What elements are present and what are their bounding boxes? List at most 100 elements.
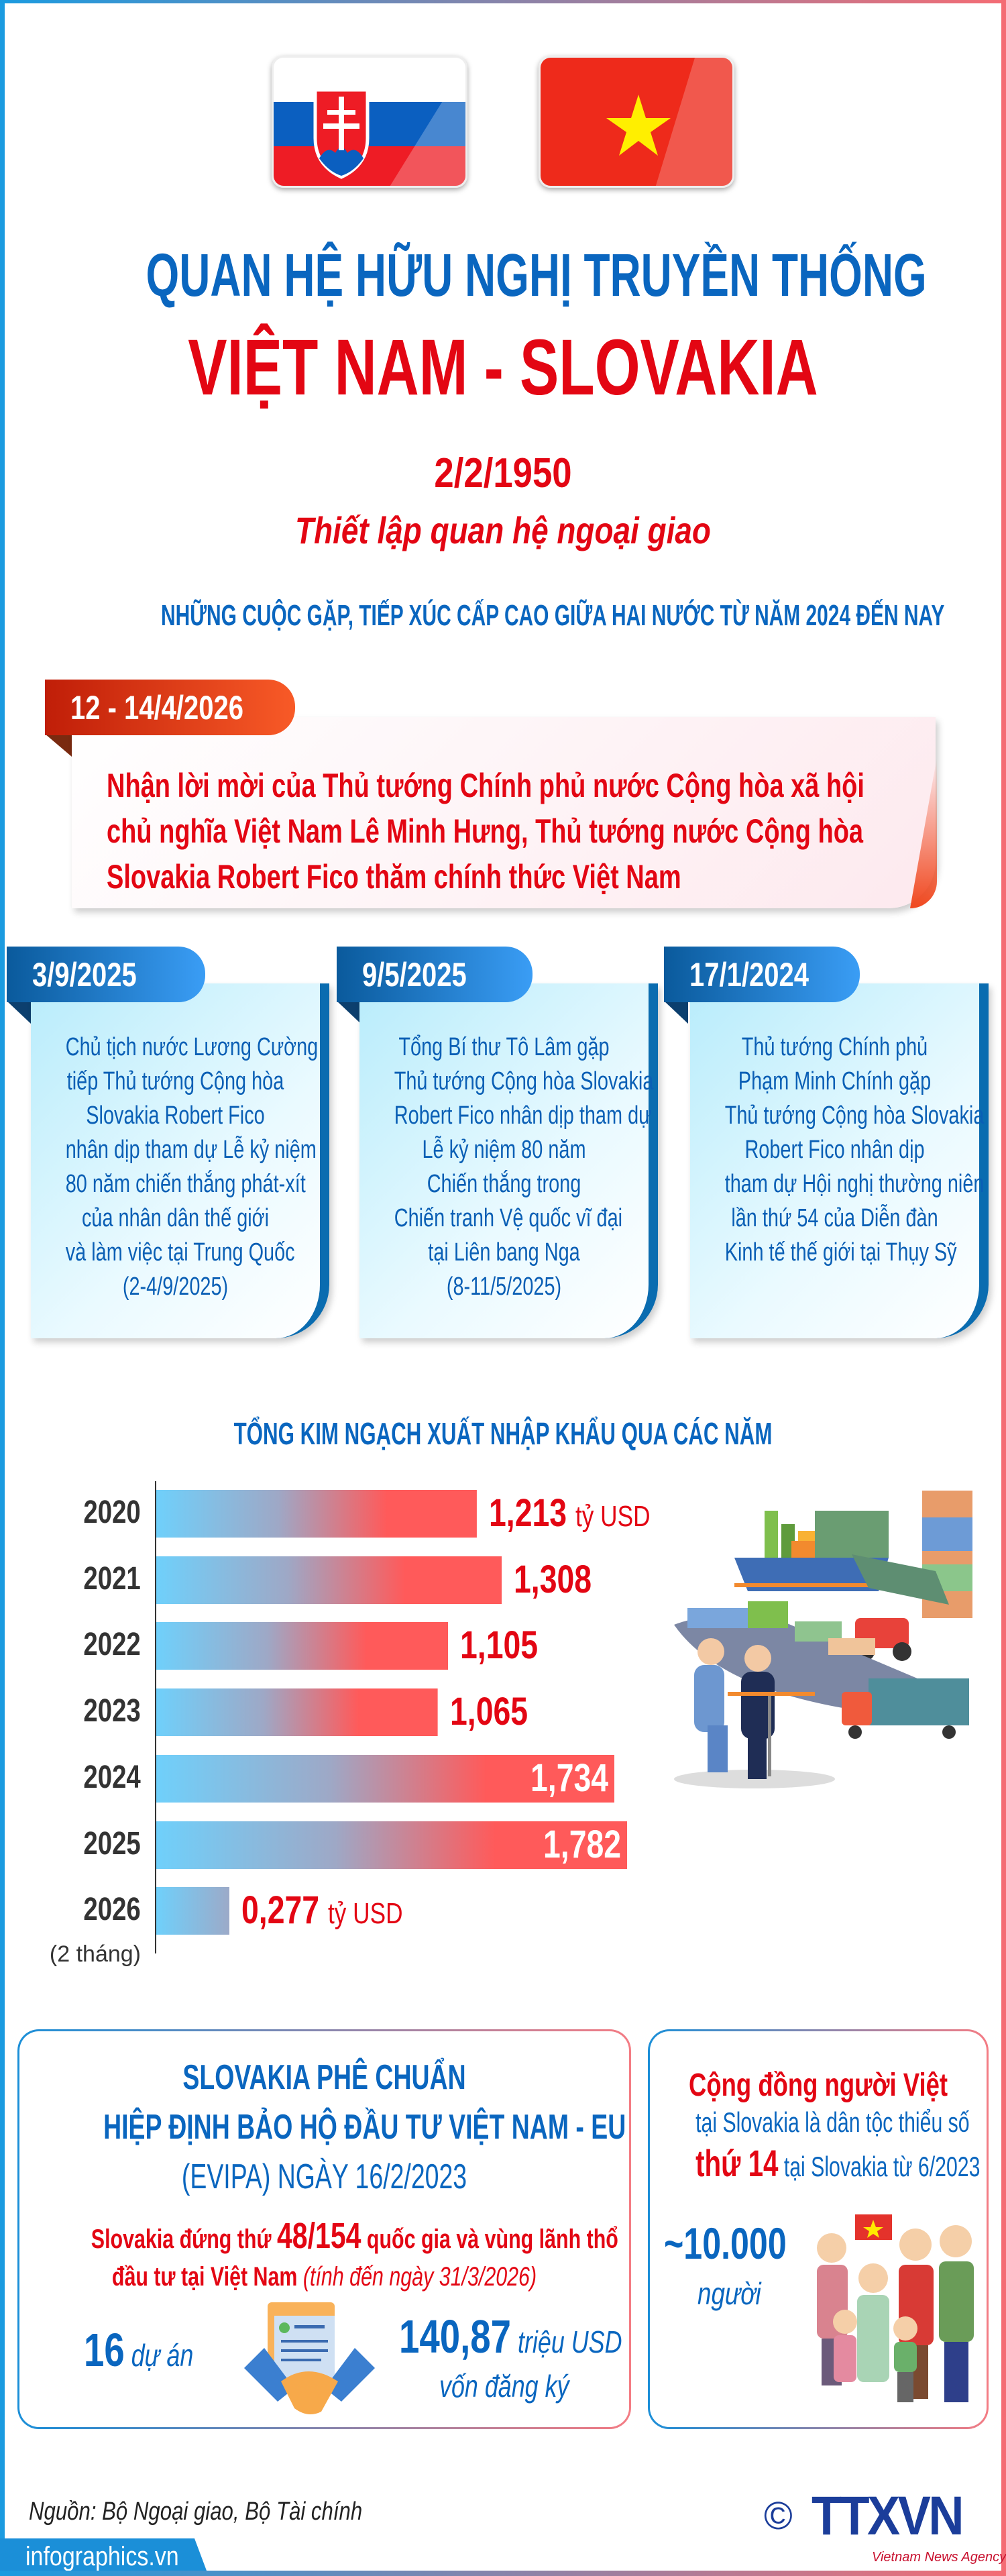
bar-2022 [156,1622,449,1670]
bar-2020 [156,1490,477,1538]
meeting-line: tiếp Thủ tướng Cộng hòa [66,1067,284,1095]
copyright-icon: © [764,2494,793,2538]
community-line3-rest: tại Slovakia từ 6/2023 [778,2151,981,2182]
bar-unit: tỷ USD [575,1500,651,1533]
establishment-caption: Thiết lập quan hệ ngoại giao [295,509,711,551]
bar-value-label: 1,105 [460,1622,538,1669]
meeting-text: Chủ tịch nước Lương Cường tiếp Thủ tướng … [65,1030,319,1304]
bar-2023 [156,1688,438,1737]
meeting-line: Tổng Bí thư Tô Lâm gặp [398,1033,610,1061]
meeting-date: 9/5/2025 [362,955,467,994]
capital-label: vốn đăng ký [439,2369,569,2404]
meeting-line: Chiến tranh Vệ quốc vĩ đại [394,1204,623,1232]
bar-2025 [156,1821,628,1869]
site-link[interactable]: infographics.vn [25,2542,179,2571]
meeting-date-tab: 3/9/2025 [7,947,205,1002]
community-line3: thứ 14 tại Slovakia từ 6/2023 [695,2142,980,2188]
bar-category-label: 2024 [83,1759,141,1795]
projects-value: 16 [84,2324,125,2376]
meeting-line: Lễ kỷ niệm 80 năm [422,1136,586,1164]
bar-category-label: 2020 [83,1495,141,1530]
bar-2021 [156,1556,502,1604]
handshake-document-icon [244,2302,375,2414]
meeting-text: Thủ tướng Chính phủ Phạm Minh Chính gặp Th… [724,1030,985,1270]
source-note: Nguồn: Bộ Ngoại giao, Bộ Tài chính [29,2498,363,2526]
bar-value: 1,105 [460,1623,539,1668]
meeting-line: nhân dịp tham dự Lễ kỷ niệm [65,1136,317,1164]
meeting-line: lần thứ 54 của Diễn đàn [731,1204,938,1232]
bar-value: 1,782 [543,1822,622,1866]
rank-suffix: quốc gia và vùng lãnh thổ [361,2224,618,2254]
meeting-date-tab: 9/5/2025 [337,947,533,1002]
community-line2: tại Slovakia là dân tộc thiểu số [695,2106,970,2138]
bar-category-note: (2 tháng) [49,1941,141,1968]
bar-value-label: 1,782 [543,1821,621,1868]
tab-fold [45,734,72,757]
site-tab [0,2538,209,2576]
meeting-line: Chủ tịch nước Lương Cường [65,1033,319,1061]
meeting-line: Kinh tế thế giới tại Thụy Sỹ [724,1238,957,1267]
chart-title: TỔNG KIM NGẠCH XUẤT NHẬP KHẨU QUA CÁC NĂ… [233,1416,773,1451]
evipa-title-line: HIỆP ĐỊNH BẢO HỘ ĐẦU TƯ VIỆT NAM - EU [103,2108,626,2147]
right-border [1001,0,1006,2576]
top-border [0,0,1006,3]
projects-count: 16 dự án [84,2324,193,2389]
meeting-card: Chủ tịch nước Lương Cường tiếp Thủ tướng … [31,983,329,1338]
bar-unit: tỷ USD [328,1897,403,1931]
chart-axis [155,1481,156,1953]
bar-category-label: 2026 [83,1892,141,1928]
rank-note: (tính đến ngày 31/3/2026) [302,2262,537,2292]
meeting-line: Robert Fico nhân dịp [744,1136,925,1164]
bar-value-label: 1,734 [530,1755,608,1802]
evipa-rank: Slovakia đứng thứ 48/154 quốc gia và vùn… [91,2216,618,2296]
tab-fold [337,1001,361,1024]
meeting-line: Thủ tướng Chính phủ [741,1033,928,1061]
featured-meeting-line: chủ nghĩa Việt Nam Lê Minh Hưng, Thủ tướ… [107,812,864,850]
projects-label: dự án [124,2338,194,2373]
bar-value: 0,277 [241,1888,320,1933]
bar-value: 1,734 [530,1756,609,1800]
bar-category-label: 2022 [83,1627,141,1663]
bar-value-label: 0,277 tỷ USD [241,1887,403,1937]
title-line2: VIỆT NAM - SLOVAKIA [188,323,818,412]
capital-amount: 140,87 triệu USD [399,2311,622,2375]
title-line1: QUAN HỆ HỮU NGHỊ TRUYỀN THỐNG [146,242,927,309]
meeting-line: Thủ tướng Cộng hòa Slovakia [394,1067,654,1095]
capital-unit: triệu USD [511,2324,622,2359]
rank-prefix: Slovakia đứng thứ [91,2224,277,2254]
meeting-line: và làm việc tại Trung Quốc [65,1238,295,1267]
establishment-date: 2/2/1950 [434,450,572,496]
ttxvn-logo-sub: Vietnam News Agency [872,2550,1006,2565]
meeting-date: 3/9/2025 [32,955,137,994]
trade-illustration [674,1491,972,1788]
meeting-line: của nhân dân thế giới [81,1204,270,1232]
bar-category-label: 2023 [83,1693,141,1729]
community-title: Cộng đồng người Việt [688,2068,948,2103]
meeting-line: tại Liên bang Nga [428,1238,580,1267]
bar-value-label: 1,308 [514,1556,592,1603]
meeting-line: tham dự Hội nghị thường niên [724,1170,985,1198]
bar-category-label: 2021 [83,1560,141,1597]
meeting-text: Tổng Bí thư Tô Lâm gặp Thủ tướng Cộng hòa… [394,1030,654,1304]
left-border [0,0,5,2576]
vietnam-flag [539,56,734,188]
evipa-box [17,2029,631,2429]
meeting-line: Phạm Minh Chính gặp [738,1067,932,1095]
meeting-line: (2-4/9/2025) [122,1273,229,1301]
community-rank: thứ 14 [695,2142,779,2184]
rank-value: 48/154 [276,2216,361,2256]
meeting-date: 17/1/2024 [689,955,809,994]
meeting-line: Slovakia Robert Fico [86,1102,265,1130]
bar-category-label: 2025 [83,1825,141,1862]
featured-meeting-text: Nhận lời mời của Thủ tướng Chính phủ nướ… [107,763,864,900]
bar-value: 1,065 [449,1690,528,1734]
community-population: ~10.000 [664,2218,787,2268]
section-title-meetings: NHỮNG CUỘC GẶP, TIẾP XÚC CẤP CAO GIỮA HA… [161,599,945,632]
evipa-title-line: (EVIPA) NGÀY 16/2/2023 [181,2157,467,2196]
tab-fold [7,1001,31,1024]
featured-meeting-date: 12 - 14/4/2026 [70,688,243,727]
community-box [648,2029,989,2429]
featured-meeting-line: Nhận lời mời của Thủ tướng Chính phủ nướ… [107,767,864,804]
meeting-date-tab: 17/1/2024 [664,947,860,1002]
capital-value: 140,87 [399,2310,512,2363]
